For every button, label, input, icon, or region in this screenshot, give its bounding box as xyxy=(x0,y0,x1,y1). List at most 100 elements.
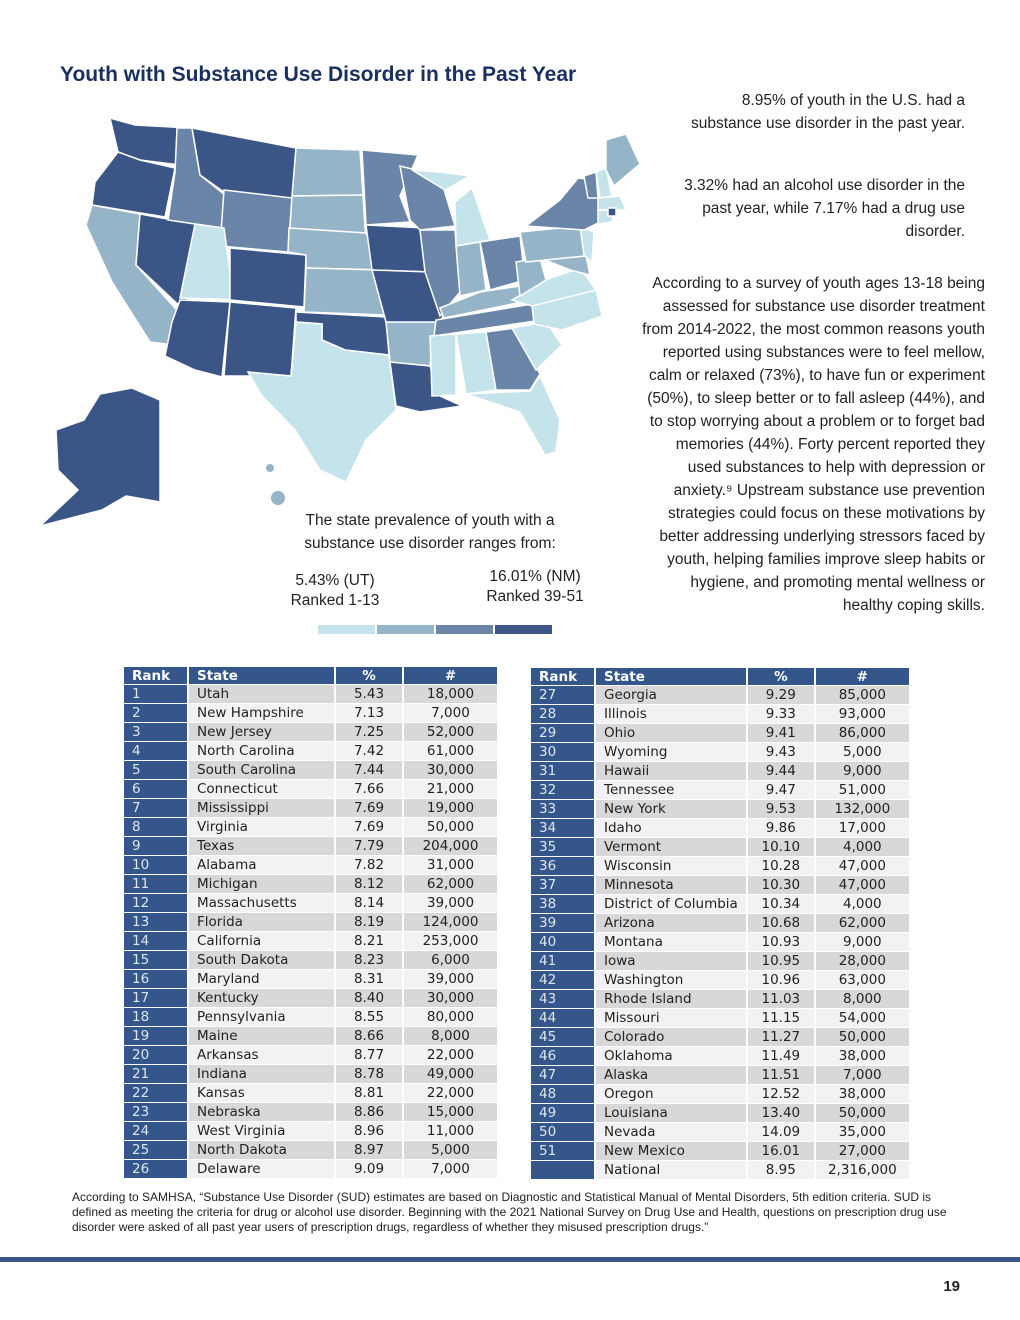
table-row: 38 District of Columbia 10.34 4,000 xyxy=(531,895,909,913)
rank-cell: 38 xyxy=(531,895,594,913)
state-in xyxy=(455,241,487,297)
table-header-row: Rank State% # xyxy=(531,668,909,685)
percent-cell: 8.21 xyxy=(336,932,402,950)
count-cell: 50,000 xyxy=(815,1104,909,1122)
state-hi xyxy=(266,464,274,472)
column-header: % xyxy=(747,668,814,685)
count-cell: 61,000 xyxy=(404,742,497,760)
state-md xyxy=(544,255,591,277)
table-row: 44 Missouri 11.15 54,000 xyxy=(531,1009,909,1027)
percent-cell: 9.41 xyxy=(747,724,814,742)
table-row: 35 Vermont 10.10 4,000 xyxy=(531,838,909,856)
state-cell: Delaware xyxy=(189,1160,334,1178)
table-row: 5 South Carolina 7.44 30,000 xyxy=(124,761,497,779)
table-row: 30 Wyoming 9.43 5,000 xyxy=(531,743,909,761)
state-cell: Florida xyxy=(189,913,334,931)
table-row: 25 North Dakota 8.97 5,000 xyxy=(124,1141,497,1159)
count-cell: 27,000 xyxy=(815,1142,909,1160)
rank-cell: 9 xyxy=(124,837,187,855)
count-cell: 4,000 xyxy=(815,895,909,913)
rank-cell: 18 xyxy=(124,1008,187,1026)
rank-cell: 13 xyxy=(124,913,187,931)
rank-cell: 3 xyxy=(124,723,187,741)
count-cell: 80,000 xyxy=(404,1008,497,1026)
rank-cell: 19 xyxy=(124,1027,187,1045)
percent-cell: 11.49 xyxy=(747,1047,814,1065)
column-header: # xyxy=(404,667,497,684)
count-cell: 39,000 xyxy=(404,970,497,988)
count-cell: 93,000 xyxy=(815,705,909,723)
count-cell: 17,000 xyxy=(815,819,909,837)
count-cell: 6,000 xyxy=(404,951,497,969)
table-row: 20 Arkansas 8.77 22,000 xyxy=(124,1046,497,1064)
range-low-rank: Ranked 1-13 xyxy=(290,592,380,609)
table-row: 19 Maine 8.66 8,000 xyxy=(124,1027,497,1045)
table-row: 28 Illinois 9.33 93,000 xyxy=(531,705,909,723)
percent-cell: 7.82 xyxy=(336,856,402,874)
rank-cell: 37 xyxy=(531,876,594,894)
table-row: 32 Tennessee 9.47 51,000 xyxy=(531,781,909,799)
rank-cell: 51 xyxy=(531,1142,594,1160)
state-cell: Rhode Island xyxy=(596,990,746,1008)
percent-cell: 8.81 xyxy=(336,1084,402,1102)
state-cell: New Hampshire xyxy=(189,704,334,722)
rank-cell: 4 xyxy=(124,742,187,760)
percent-cell: 11.51 xyxy=(747,1066,814,1084)
count-cell: 5,000 xyxy=(815,743,909,761)
rank-cell: 44 xyxy=(531,1009,594,1027)
table-row: 29 Ohio 9.41 86,000 xyxy=(531,724,909,742)
range-high-value: 16.01% (NM) xyxy=(489,568,581,585)
percent-cell: 10.93 xyxy=(747,933,814,951)
range-high-rank: Ranked 39-51 xyxy=(486,588,584,605)
rank-cell: 25 xyxy=(124,1141,187,1159)
table-row: 14 California 8.21 253,000 xyxy=(124,932,497,950)
state-cell: New York xyxy=(596,800,746,818)
state-cell: South Carolina xyxy=(189,761,334,779)
rank-cell: 22 xyxy=(124,1084,187,1102)
table-row: 48 Oregon 12.52 38,000 xyxy=(531,1085,909,1103)
percent-cell: 14.09 xyxy=(747,1123,814,1141)
state-cell: Oklahoma xyxy=(596,1047,746,1065)
percent-cell: 7.44 xyxy=(336,761,402,779)
table-row: 21 Indiana 8.78 49,000 xyxy=(124,1065,497,1083)
rank-cell: 45 xyxy=(531,1028,594,1046)
percent-cell: 9.86 xyxy=(747,819,814,837)
state-cell: Alabama xyxy=(189,856,334,874)
state-fl xyxy=(465,374,561,456)
rank-cell: 29 xyxy=(531,724,594,742)
percent-cell: 11.15 xyxy=(747,1009,814,1027)
percent-cell: 9.53 xyxy=(747,800,814,818)
table-row: 36 Wisconsin 10.28 47,000 xyxy=(531,857,909,875)
state-cell: Vermont xyxy=(596,838,746,856)
state-cell: Illinois xyxy=(596,705,746,723)
count-cell: 22,000 xyxy=(404,1046,497,1064)
table-row: 17 Kentucky 8.40 30,000 xyxy=(124,989,497,1007)
state-ks xyxy=(303,267,385,316)
table-row: 37 Minnesota 10.30 47,000 xyxy=(531,876,909,894)
table-row: 34 Idaho 9.86 17,000 xyxy=(531,819,909,837)
state-or xyxy=(91,151,176,218)
state-cell: South Dakota xyxy=(189,951,334,969)
count-cell: 52,000 xyxy=(404,723,497,741)
rank-cell: 36 xyxy=(531,857,594,875)
state-cell: Nevada xyxy=(596,1123,746,1141)
page-title: Youth with Substance Use Disorder in the… xyxy=(60,63,577,86)
legend-swatch-4 xyxy=(495,625,552,634)
rank-cell: 47 xyxy=(531,1066,594,1084)
state-cell: Tennessee xyxy=(596,781,746,799)
count-cell: 9,000 xyxy=(815,933,909,951)
percent-cell: 9.43 xyxy=(747,743,814,761)
table-row: 10 Alabama 7.82 31,000 xyxy=(124,856,497,874)
rank-cell: 16 xyxy=(124,970,187,988)
state-cell: Virginia xyxy=(189,818,334,836)
percent-cell: 7.79 xyxy=(336,837,402,855)
state-cell: Hawaii xyxy=(596,762,746,780)
state-cell: Arizona xyxy=(596,914,746,932)
state-cell: Pennsylvania xyxy=(189,1008,334,1026)
state-cell: Maryland xyxy=(189,970,334,988)
percent-cell: 9.44 xyxy=(747,762,814,780)
table-row: 45 Colorado 11.27 50,000 xyxy=(531,1028,909,1046)
percent-cell: 7.69 xyxy=(336,818,402,836)
percent-cell: 8.97 xyxy=(336,1141,402,1159)
table-row: 46 Oklahoma 11.49 38,000 xyxy=(531,1047,909,1065)
